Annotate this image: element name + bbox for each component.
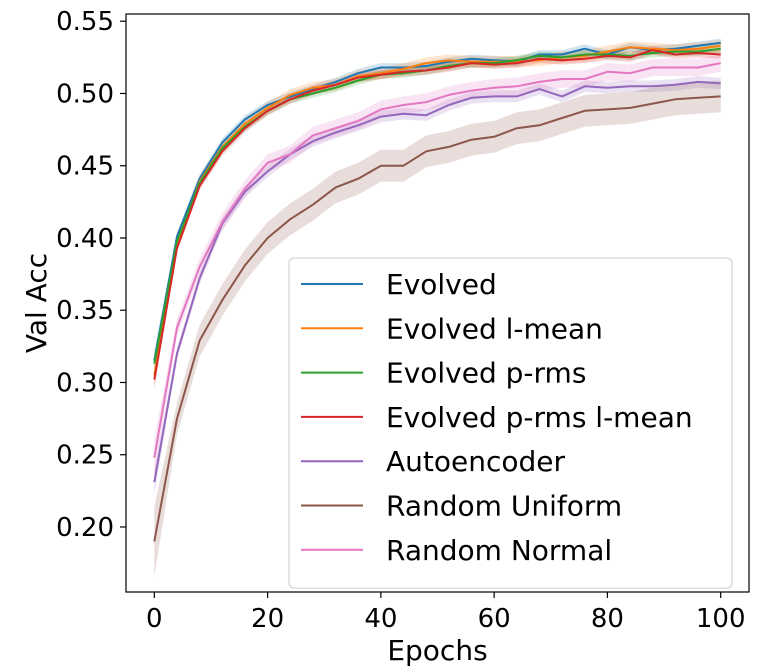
confidence-bands bbox=[154, 38, 721, 577]
x-tick-label: 80 bbox=[591, 604, 624, 634]
x-tick-label: 0 bbox=[146, 604, 163, 634]
y-tick-label: 0.25 bbox=[56, 441, 114, 471]
legend-label-random-normal: Random Normal bbox=[386, 534, 612, 567]
x-tick-label: 20 bbox=[251, 604, 284, 634]
legend-label-evolved-p-rms: Evolved p-rms bbox=[386, 357, 586, 390]
band-random-uniform bbox=[154, 80, 721, 577]
y-tick-label: 0.55 bbox=[56, 7, 114, 37]
series-line-autoencoder bbox=[153, 80, 721, 483]
series-line-evolved-p-rms-l-mean bbox=[153, 49, 721, 380]
x-tick-label: 100 bbox=[696, 604, 746, 634]
series-line-random-uniform bbox=[153, 95, 721, 542]
x-axis-label: Epochs bbox=[387, 634, 487, 667]
y-tick-label: 0.20 bbox=[56, 513, 114, 543]
y-tick-label: 0.50 bbox=[56, 79, 114, 109]
series-line-evolved-l-mean bbox=[153, 44, 721, 376]
y-tick-label: 0.45 bbox=[56, 152, 114, 182]
y-axis: 0.20 0.25 0.30 0.35 0.40 0.45 0.50 0.55 bbox=[56, 7, 126, 543]
plot-frame bbox=[125, 13, 750, 593]
legend-label-evolved-p-rms-l-mean: Evolved p-rms l-mean bbox=[386, 401, 693, 434]
series-lines bbox=[153, 41, 721, 542]
series-line-random-normal bbox=[153, 62, 721, 458]
y-tick-label: 0.35 bbox=[56, 296, 114, 326]
legend-label-autoencoder: Autoencoder bbox=[386, 445, 566, 478]
legend-label-evolved-l-mean: Evolved l-mean bbox=[386, 312, 603, 345]
x-axis: 0 20 40 60 80 100 bbox=[146, 592, 746, 634]
y-tick-label: 0.30 bbox=[56, 368, 114, 398]
legend-box bbox=[288, 257, 733, 589]
legend-label-evolved: Evolved bbox=[386, 268, 497, 301]
legend-label-random-uniform: Random Uniform bbox=[386, 490, 622, 523]
x-tick-label: 60 bbox=[478, 604, 511, 634]
y-tick-label: 0.40 bbox=[56, 224, 114, 254]
legend: Evolved Evolved l-mean Evolved p-rms Evolve… bbox=[288, 257, 733, 589]
y-axis-label: Val Acc bbox=[20, 253, 53, 353]
x-tick-label: 40 bbox=[364, 604, 397, 634]
